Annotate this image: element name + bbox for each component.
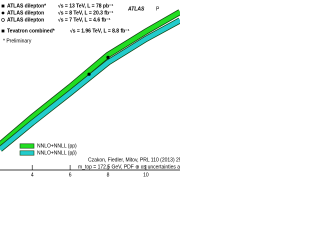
- legend-label: ATLAS dilepton*: [7, 3, 46, 9]
- legend-marker: [1, 11, 5, 15]
- x-tick-label: 4: [31, 172, 34, 178]
- reference: Czakon, Fiedler, Mitov, PRL 110 (2013) 2…: [88, 157, 180, 163]
- legend-detail: √s = 1.96 TeV, L = 8.8 fb⁻¹: [70, 28, 130, 34]
- legend-marker: [1, 18, 5, 22]
- x-tick-label: 6: [69, 172, 72, 178]
- legend-label: Tevatron combined*: [7, 28, 55, 34]
- settings: m_top = 172.5 GeV, PDF ⊕ αs uncertaintie…: [78, 164, 180, 170]
- data-point: [106, 55, 110, 59]
- x-tick-label: 10: [143, 172, 149, 178]
- legend-label: ATLAS dilepton: [7, 17, 44, 23]
- band: [0, 10, 180, 147]
- note: * Preliminary: [3, 38, 32, 44]
- logo-suffix: P: [156, 6, 160, 12]
- legend-swatch: [19, 143, 35, 149]
- logo: ATLAS: [127, 6, 145, 12]
- legend-marker: [1, 4, 5, 8]
- legend-label: ATLAS dilepton: [7, 10, 44, 16]
- legend-detail: √s = 13 TeV, L = 78 pb⁻¹: [58, 3, 114, 9]
- chart: 4 6 8 10 ATLAS P ATLAS dilepton* √s = 13 TeV, L…: [0, 0, 180, 180]
- data-point: [87, 72, 91, 76]
- legend-label: NNLO+NNLL (pp): [37, 143, 77, 149]
- legend-marker: [1, 29, 5, 33]
- legend-label: NNLO+NNLL (pp̄): [37, 150, 77, 156]
- x-tick-label: 8: [107, 172, 110, 178]
- legend-detail: √s = 7 TeV, L = 4.6 fb⁻¹: [58, 17, 111, 23]
- band: [0, 18, 180, 152]
- legend-swatch: [19, 150, 35, 156]
- legend-detail: √s = 8 TeV, L = 20.3 fb⁻¹: [58, 10, 114, 16]
